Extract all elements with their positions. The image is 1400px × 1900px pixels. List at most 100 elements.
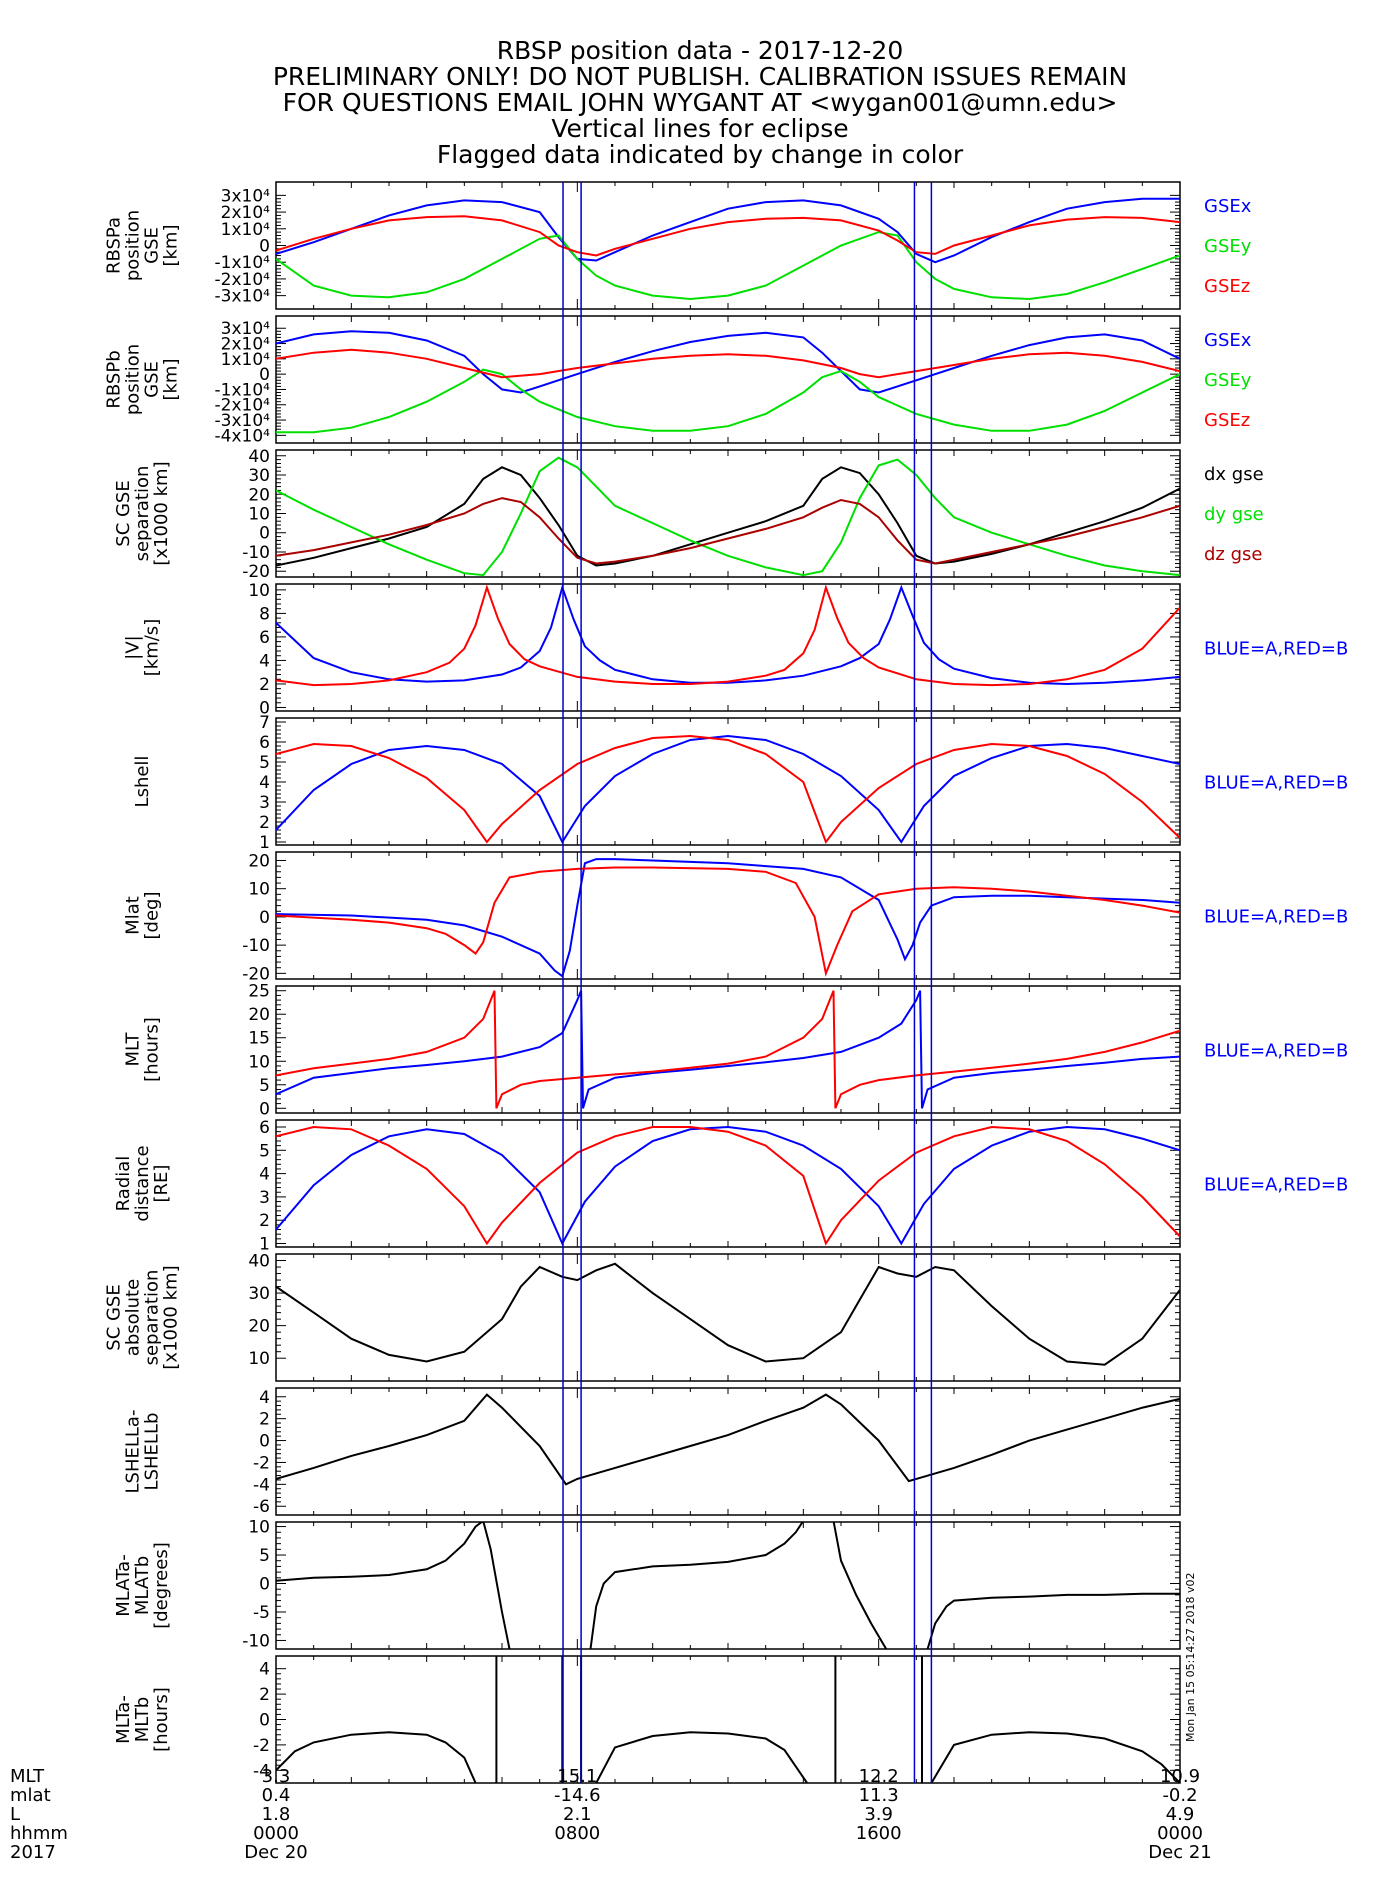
series-line-11-1	[276, 1522, 511, 1649]
y-tick-label: 2	[259, 675, 270, 695]
y-tick-label: 0	[259, 1099, 270, 1119]
y-axis-label: GSE	[142, 227, 163, 264]
y-tick-label: 20	[248, 851, 270, 871]
y-tick-label: 25	[248, 982, 270, 1002]
y-axis-label: absolute	[123, 1279, 144, 1356]
y-tick-label: 2x10⁴	[221, 203, 271, 223]
series-line-4-2	[276, 584, 1180, 687]
y-tick-label: 3x10⁴	[221, 319, 271, 339]
y-tick-label: -10	[242, 543, 270, 563]
y-tick-label: 6	[259, 628, 270, 648]
x-row-label: hhmm	[10, 1823, 68, 1844]
y-tick-label: -10	[242, 1631, 270, 1651]
series-line-3-2	[276, 456, 1180, 577]
y-axis-label: [hours]	[142, 1017, 163, 1082]
series-line-12-8	[930, 1731, 1180, 1783]
y-tick-label: 10	[248, 1052, 270, 1072]
y-tick-label: 7	[259, 713, 270, 733]
legend-entry: GSEz	[1204, 276, 1250, 297]
y-axis-label: separation	[132, 466, 153, 562]
y-tick-label: 2	[259, 1685, 270, 1705]
y-tick-label: 4	[259, 1388, 270, 1408]
y-tick-label: 4	[259, 773, 270, 793]
panel-frame-7	[275, 985, 1181, 1114]
x-column-value: Dec 20	[244, 1842, 307, 1863]
series-line-11-3	[832, 1522, 888, 1649]
y-tick-label: -4	[253, 1475, 270, 1495]
x-column-value: 2.1	[563, 1804, 592, 1825]
y-axis-label: [degrees]	[151, 1542, 172, 1629]
y-tick-label: 0	[259, 365, 270, 385]
y-tick-label: 30	[248, 1284, 270, 1304]
panel-frame-4	[275, 583, 1181, 712]
x-column-value: 3.3	[262, 1766, 291, 1787]
y-axis-label: LSHELLb	[142, 1413, 163, 1491]
x-column-value: 0800	[554, 1823, 600, 1844]
legend-entry: dy gse	[1204, 504, 1264, 525]
x-column-value: 4.9	[1166, 1804, 1195, 1825]
x-column-value: 10.9	[1160, 1766, 1200, 1787]
y-tick-label: -20	[242, 964, 270, 984]
side-stamp: Mon Jan 15 05:14:27 2018 v02	[1184, 1572, 1197, 1742]
y-tick-label: -2x10⁴	[215, 270, 271, 290]
y-tick-label: -1x10⁴	[215, 253, 271, 273]
y-axis-label: MLT	[123, 1031, 144, 1066]
y-tick-label: 4	[259, 1660, 270, 1680]
legend-entry: BLUE=A,RED=B	[1204, 907, 1348, 928]
title-line-4: Vertical lines for eclipse	[551, 114, 849, 143]
y-tick-label: 10	[248, 880, 270, 900]
y-tick-label: 2	[259, 1211, 270, 1231]
y-tick-label: -5	[253, 1603, 270, 1623]
series-line-4-1	[276, 584, 1180, 686]
y-axis-label: MLATb	[132, 1556, 153, 1615]
y-tick-label: -2	[253, 1736, 270, 1756]
legend-entry: GSEy	[1204, 370, 1252, 391]
series-line-6-2	[276, 866, 1180, 977]
series-line-5-1	[276, 734, 1180, 845]
legend-entry: BLUE=A,RED=B	[1204, 639, 1348, 660]
y-axis-label: MLATa-	[113, 1554, 134, 1616]
y-tick-label: 1	[259, 833, 270, 853]
x-column-value: -0.2	[1162, 1785, 1197, 1806]
y-tick-label: 0	[259, 1575, 270, 1595]
y-axis-label: [deg]	[142, 892, 163, 940]
series-line-2-1	[276, 330, 1180, 394]
series-line-12-1	[276, 1731, 477, 1783]
panel-frame-1	[275, 181, 1181, 310]
y-axis-label: RBSPb	[104, 350, 125, 408]
y-tick-label: 30	[248, 466, 270, 486]
x-column-value: 11.3	[859, 1785, 899, 1806]
panel-frame-9	[275, 1253, 1181, 1382]
panel-frame-5	[275, 717, 1181, 846]
y-tick-label: 3x10⁴	[221, 186, 271, 206]
series-line-1-3	[276, 215, 1180, 257]
panel-frame-11	[275, 1521, 1181, 1650]
y-axis-label: distance	[132, 1145, 153, 1221]
series-line-2-2	[276, 368, 1180, 434]
legend-entry: BLUE=A,RED=B	[1204, 773, 1348, 794]
y-axis-label: |V|	[123, 635, 144, 659]
panel-frame-8	[275, 1119, 1181, 1248]
y-tick-label: 15	[248, 1029, 270, 1049]
series-line-3-1	[276, 466, 1180, 567]
y-tick-label: -10	[242, 936, 270, 956]
legend-entry: dz gse	[1204, 544, 1262, 565]
title-line-1: RBSP position data - 2017-12-20	[496, 36, 904, 65]
series-line-1-1	[276, 197, 1180, 264]
series-line-2-3	[276, 348, 1180, 379]
y-axis-label: SC GSE	[113, 480, 134, 546]
y-tick-label: 3	[259, 1188, 270, 1208]
x-column-value: 1.8	[262, 1804, 291, 1825]
y-axis-label: MLTa-	[113, 1695, 134, 1744]
y-axis-label: [hours]	[151, 1687, 172, 1752]
y-tick-label: -4	[253, 1761, 270, 1781]
x-column-value: 1600	[856, 1823, 902, 1844]
series-line-8-1	[276, 1125, 1180, 1246]
y-tick-label: 5	[259, 1141, 270, 1161]
y-axis-label: position	[123, 210, 144, 281]
x-column-value: 3.9	[864, 1804, 893, 1825]
panel-frame-6	[275, 851, 1181, 980]
figure-titles: RBSP position data - 2017-12-20 PRELIMIN…	[0, 38, 1400, 168]
x-column-value: 0.4	[262, 1785, 291, 1806]
